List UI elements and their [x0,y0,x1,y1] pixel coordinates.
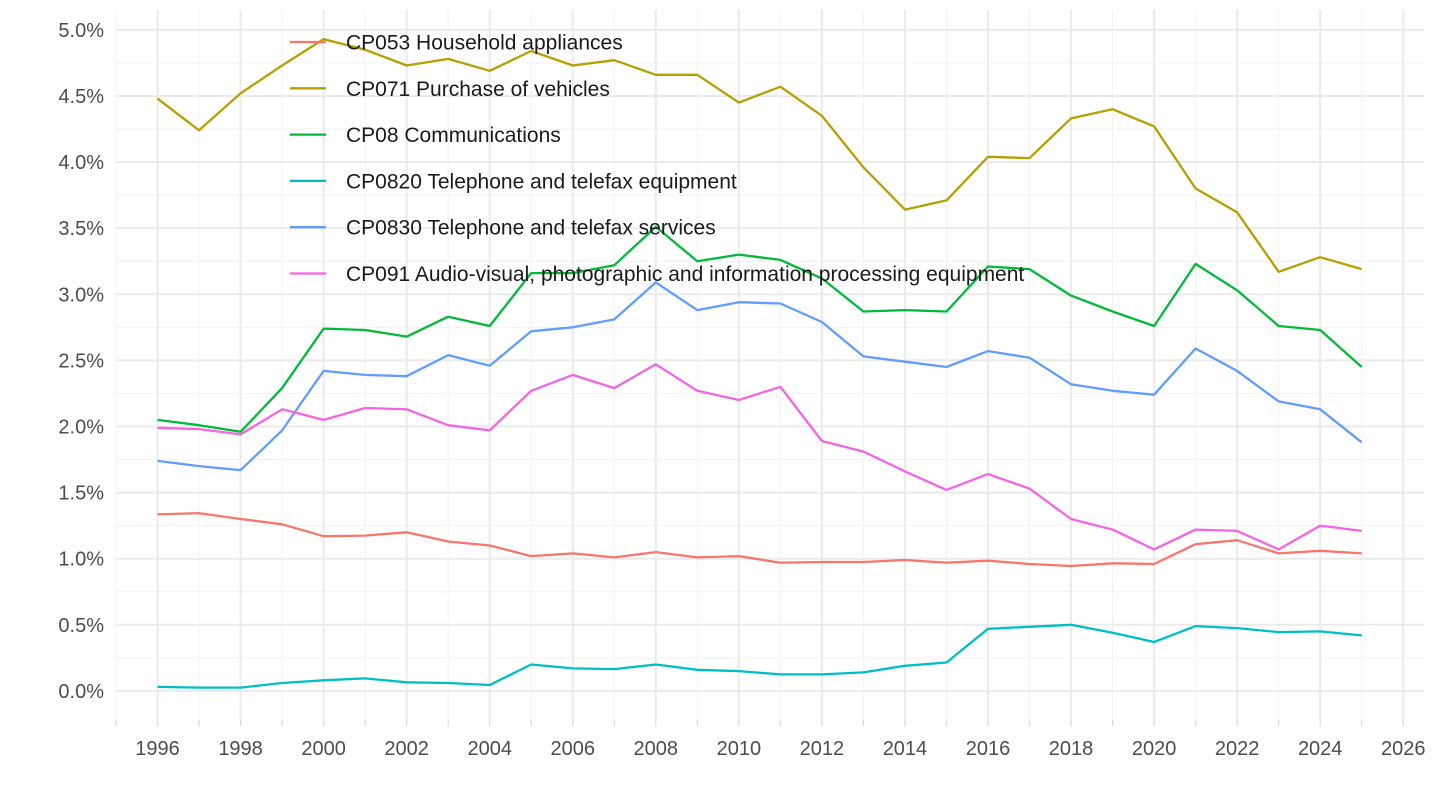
y-tick-label: 3.0% [58,284,104,306]
x-tick-label: 2020 [1132,738,1177,760]
legend: CP053 Household appliances CP071 Purchase… [290,32,1024,286]
legend-label: CP091 Audio-visual, photographic and inf… [346,263,1024,286]
x-tick-label: 2026 [1381,738,1426,760]
y-tick-label: 0.5% [58,615,104,637]
y-tick-label: 2.5% [58,350,104,372]
x-tick-label: 2004 [467,738,512,760]
x-tick-label: 2006 [551,738,596,760]
series-line [157,225,1363,433]
x-tick-label: 2014 [883,738,928,760]
x-tick-label: 1996 [135,738,180,760]
legend-label: CP053 Household appliances [346,32,623,55]
x-tick-label: 2022 [1215,738,1260,760]
x-tick-label: 2024 [1298,738,1343,760]
y-tick-label: 2.0% [58,416,104,438]
x-axis-ticks [115,720,1404,726]
x-tick-label: 2008 [634,738,679,760]
grid-major [116,10,1424,720]
y-tick-label: 5.0% [58,20,104,42]
series-line [157,511,1362,568]
legend-label: CP0830 Telephone and telefax services [346,217,716,240]
x-tick-label: 2000 [301,738,346,760]
x-tick-label: 2018 [1049,738,1094,760]
y-tick-label: 4.0% [58,152,104,174]
series-line [157,281,1363,472]
y-tick-label: 1.5% [58,483,104,505]
y-tick-label: 0.0% [58,681,104,703]
legend-label: CP071 Purchase of vehicles [346,78,610,101]
x-tick-label: 2010 [717,738,762,760]
y-tick-label: 1.0% [58,549,104,571]
series-line [157,363,1362,551]
y-axis-labels: 0.0% 0.5% 1.0% 1.5% 2.0% 2.5% 3.0% 3.5% 4.0% 4.5%… [58,20,104,703]
y-tick-label: 4.5% [58,86,104,108]
x-tick-label: 2016 [966,738,1011,760]
legend-label: CP0820 Telephone and telefax equipment [346,170,737,193]
series-line [157,623,1362,689]
series-lines [156,37,1363,689]
y-tick-label: 3.5% [58,218,104,240]
series-line [156,37,1363,273]
legend-label: CP08 Communications [346,124,561,147]
x-axis-labels: 1996 1998 2000 2002 2004 2006 2008 2010 2012 2014… [135,738,1425,760]
x-tick-label: 1998 [218,738,263,760]
x-tick-label: 2002 [384,738,429,760]
x-tick-label: 2012 [800,738,845,760]
grid-minor [115,10,1424,720]
